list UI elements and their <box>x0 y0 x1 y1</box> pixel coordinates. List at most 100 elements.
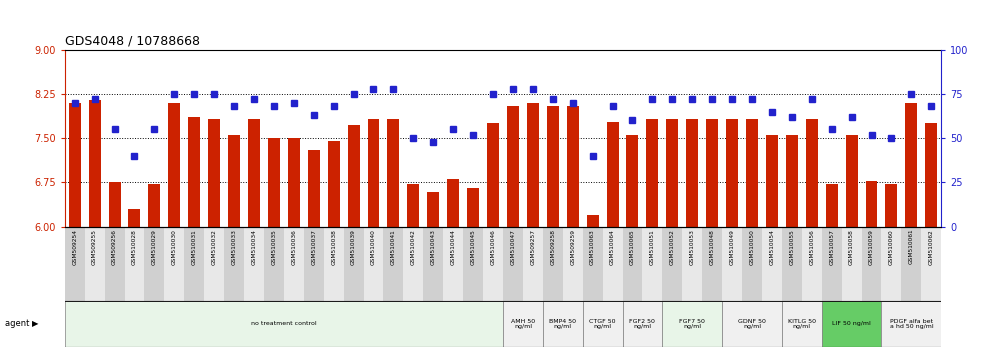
Text: GDS4048 / 10788668: GDS4048 / 10788668 <box>65 34 200 47</box>
Bar <box>184 227 204 301</box>
Text: no treatment control: no treatment control <box>251 321 317 326</box>
Bar <box>244 227 264 301</box>
Bar <box>228 135 240 227</box>
Bar <box>304 227 324 301</box>
Text: GSM510047: GSM510047 <box>510 229 516 265</box>
Bar <box>164 227 184 301</box>
Bar <box>607 121 619 227</box>
Bar <box>766 135 778 227</box>
Bar <box>368 119 379 227</box>
Text: FGF7 50
ng/ml: FGF7 50 ng/ml <box>679 319 705 329</box>
Text: GSM510062: GSM510062 <box>928 229 934 264</box>
Text: GSM509255: GSM509255 <box>92 229 98 265</box>
Text: GSM510063: GSM510063 <box>590 229 596 264</box>
Text: GSM509254: GSM509254 <box>72 229 78 265</box>
Text: GSM510050: GSM510050 <box>749 229 755 265</box>
Bar <box>642 227 662 301</box>
Bar <box>467 188 479 227</box>
Bar <box>706 119 718 227</box>
Bar <box>905 103 917 227</box>
Text: GSM509257: GSM509257 <box>530 229 536 265</box>
Bar <box>782 301 822 347</box>
Text: GSM510059: GSM510059 <box>869 229 874 265</box>
Bar <box>65 301 503 347</box>
Bar <box>324 227 344 301</box>
Bar <box>682 227 702 301</box>
Bar <box>65 227 85 301</box>
Text: GSM510034: GSM510034 <box>251 229 257 265</box>
Text: GSM510048: GSM510048 <box>709 229 715 265</box>
Text: GSM510029: GSM510029 <box>151 229 157 265</box>
Bar <box>543 227 563 301</box>
Text: GSM510039: GSM510039 <box>351 229 357 265</box>
Bar <box>447 179 459 227</box>
Text: GSM510051: GSM510051 <box>649 229 655 264</box>
Bar <box>109 182 121 227</box>
Bar <box>463 227 483 301</box>
Bar <box>543 301 583 347</box>
Text: GDNF 50
ng/ml: GDNF 50 ng/ml <box>738 319 766 329</box>
Bar <box>208 119 220 227</box>
Text: GSM510037: GSM510037 <box>311 229 317 265</box>
Text: PDGF alfa bet
a hd 50 ng/ml: PDGF alfa bet a hd 50 ng/ml <box>889 319 933 329</box>
Text: GSM510036: GSM510036 <box>291 229 297 264</box>
Bar <box>881 227 901 301</box>
Bar <box>308 150 320 227</box>
Text: GSM510058: GSM510058 <box>849 229 855 265</box>
Bar <box>885 184 897 227</box>
Bar <box>383 227 403 301</box>
Text: GSM510065: GSM510065 <box>629 229 635 264</box>
Bar <box>105 227 124 301</box>
Bar <box>802 227 822 301</box>
Bar <box>328 141 340 227</box>
Bar <box>403 227 423 301</box>
Bar <box>786 135 798 227</box>
Bar <box>925 123 937 227</box>
Bar <box>622 301 662 347</box>
Bar <box>503 227 523 301</box>
Bar <box>483 227 503 301</box>
Text: GSM510044: GSM510044 <box>450 229 456 265</box>
Bar <box>507 105 519 227</box>
Bar <box>921 227 941 301</box>
Bar <box>427 192 439 227</box>
Bar <box>622 227 642 301</box>
Bar <box>742 227 762 301</box>
Bar <box>662 301 722 347</box>
Bar <box>148 184 160 227</box>
Text: GSM509258: GSM509258 <box>550 229 556 265</box>
Bar <box>746 119 758 227</box>
Text: GSM510052: GSM510052 <box>669 229 675 265</box>
Bar <box>204 227 224 301</box>
Bar <box>603 227 622 301</box>
Bar <box>248 119 260 227</box>
Bar <box>846 135 858 227</box>
Text: GSM510046: GSM510046 <box>490 229 496 264</box>
Text: GSM510045: GSM510045 <box>470 229 476 265</box>
Bar <box>881 301 941 347</box>
Text: KITLG 50
ng/ml: KITLG 50 ng/ml <box>788 319 816 329</box>
Text: agent ▶: agent ▶ <box>5 319 39 329</box>
Bar <box>686 119 698 227</box>
Bar <box>128 209 140 227</box>
Bar <box>89 100 101 227</box>
Bar <box>344 227 364 301</box>
Bar <box>722 227 742 301</box>
Bar <box>646 119 658 227</box>
Bar <box>69 103 81 227</box>
Text: GSM510035: GSM510035 <box>271 229 277 265</box>
Bar <box>523 227 543 301</box>
Bar <box>587 215 599 227</box>
Bar <box>722 301 782 347</box>
Bar <box>423 227 443 301</box>
Bar <box>822 227 842 301</box>
Text: GSM510060: GSM510060 <box>888 229 894 264</box>
Text: GSM510031: GSM510031 <box>191 229 197 264</box>
Text: GSM509256: GSM509256 <box>112 229 118 265</box>
Text: GSM510053: GSM510053 <box>689 229 695 265</box>
Bar <box>188 118 200 227</box>
Bar <box>726 119 738 227</box>
Bar <box>583 301 622 347</box>
Bar <box>124 227 144 301</box>
Bar <box>826 184 838 227</box>
